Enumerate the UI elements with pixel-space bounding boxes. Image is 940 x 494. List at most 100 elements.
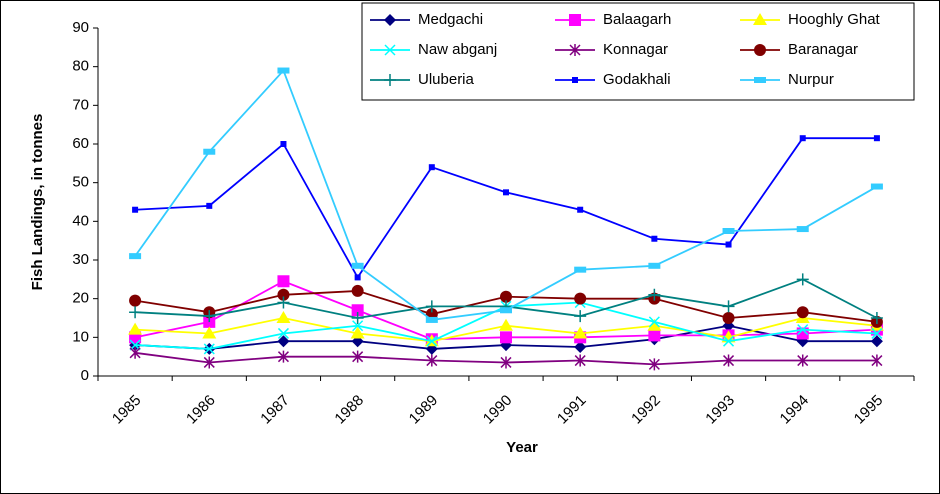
data-point [873, 135, 880, 142]
data-point [870, 183, 883, 190]
data-point [796, 306, 809, 319]
y-tick-label: 20 [72, 290, 89, 307]
legend-label: Konnagar [603, 41, 668, 58]
marker [754, 77, 766, 83]
data-point [500, 307, 512, 314]
data-point [574, 292, 587, 305]
data-point [203, 148, 216, 155]
data-point [280, 141, 287, 147]
data-point [797, 354, 809, 367]
data-point [277, 335, 290, 348]
data-point [797, 324, 809, 336]
data-point [203, 343, 215, 355]
marker [569, 44, 581, 56]
data-point [796, 273, 809, 286]
data-point [203, 310, 216, 323]
data-point [129, 346, 141, 359]
data-point [648, 288, 661, 301]
y-tick-label: 70 [72, 96, 89, 113]
data-point [647, 318, 662, 331]
marker [384, 14, 396, 26]
marker [754, 44, 766, 56]
data-point [651, 235, 658, 242]
legend-label: Godakhali [603, 71, 671, 88]
data-point [574, 266, 587, 273]
data-point [499, 318, 513, 331]
data-point [648, 358, 660, 371]
data-point [577, 206, 584, 213]
data-point [352, 320, 364, 332]
legend-box [361, 2, 915, 101]
legend-label: Uluberia [418, 71, 475, 88]
data-point [351, 312, 364, 324]
data-point [574, 310, 587, 323]
marker [569, 14, 581, 26]
y-tick-label: 0 [81, 367, 89, 384]
data-point [351, 262, 364, 269]
data-point [277, 288, 290, 301]
data-point [723, 335, 735, 347]
data-point [500, 290, 512, 303]
y-tick-label: 50 [72, 174, 89, 191]
legend-label: Hooghly Ghat [788, 11, 881, 28]
data-point [351, 304, 364, 317]
data-point [574, 341, 587, 353]
data-point [277, 296, 290, 309]
data-point [350, 326, 365, 339]
data-point [573, 326, 588, 339]
data-point [352, 350, 364, 363]
marker [384, 44, 396, 56]
legend-label: Baranagar [788, 41, 858, 58]
y-axis-title: Fish Landings, in tonnes [29, 114, 46, 291]
data-point [129, 253, 142, 260]
data-point [425, 316, 438, 323]
legend-label: Medgachi [418, 11, 483, 28]
data-point [428, 164, 435, 171]
marker [572, 77, 578, 83]
data-point [648, 316, 660, 328]
data-point [277, 67, 290, 74]
data-point [723, 354, 735, 367]
marker [384, 74, 396, 86]
y-tick-label: 60 [72, 135, 89, 152]
data-point [132, 206, 139, 213]
data-point [426, 335, 438, 347]
data-point [871, 327, 883, 339]
marker [753, 13, 767, 25]
data-point [129, 294, 142, 307]
legend-label: Nurpur [788, 71, 834, 88]
y-tick-label: 30 [72, 251, 89, 268]
data-point [722, 300, 735, 313]
data-point [203, 356, 215, 369]
y-tick-label: 40 [72, 212, 89, 229]
data-point [425, 300, 438, 313]
legend-label: Naw abganj [418, 41, 497, 58]
data-point [871, 354, 883, 367]
data-point [351, 284, 364, 297]
data-point [870, 335, 883, 348]
data-point [277, 350, 289, 363]
data-point [725, 241, 732, 248]
data-point [202, 326, 217, 339]
data-point [648, 329, 661, 342]
data-point [277, 327, 289, 339]
data-point [722, 228, 735, 234]
y-tick-label: 10 [72, 328, 89, 345]
legend-label: Balaagarh [603, 11, 671, 28]
data-point [277, 275, 290, 288]
data-point [799, 135, 806, 142]
data-point [354, 274, 361, 281]
y-tick-label: 90 [72, 19, 89, 36]
data-point [500, 331, 512, 344]
data-point [129, 339, 141, 351]
data-point [648, 262, 661, 269]
data-point [128, 322, 143, 335]
data-point [722, 312, 735, 324]
data-point [574, 354, 586, 367]
data-point [276, 311, 291, 323]
data-point [721, 330, 736, 343]
data-point [503, 189, 509, 196]
data-point [796, 226, 809, 233]
data-point [870, 312, 883, 324]
